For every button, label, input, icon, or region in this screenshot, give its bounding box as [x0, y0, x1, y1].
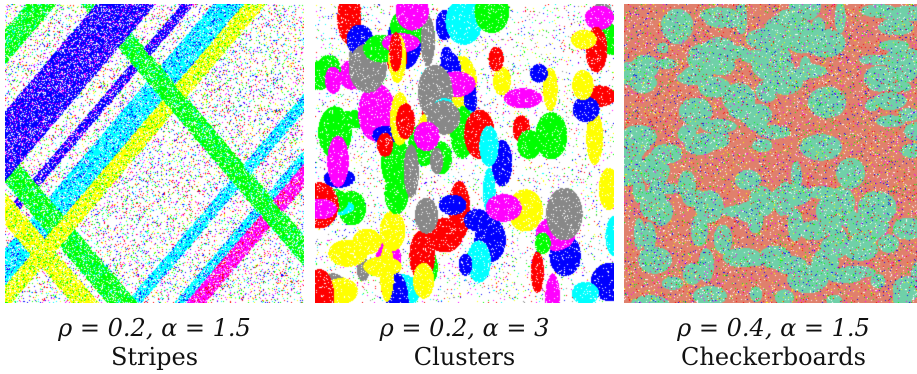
- parameter-label: ρ = 0.4, α = 1.5: [677, 314, 870, 342]
- clusters-image: [315, 4, 614, 303]
- panel-checkerboards: ρ = 0.4, α = 1.5 Checkerboards: [624, 4, 917, 371]
- panel-stripes: ρ = 0.2, α = 1.5 Stripes: [5, 4, 304, 371]
- parameter-label: ρ = 0.2, α = 1.5: [58, 314, 251, 342]
- panel-caption: ρ = 0.2, α = 3 Clusters: [315, 313, 614, 371]
- checkerboards-image: [624, 4, 917, 303]
- pattern-name: Clusters: [413, 343, 516, 371]
- stripes-image: [5, 4, 304, 303]
- pattern-name: Checkerboards: [681, 343, 866, 371]
- pattern-name: Stripes: [110, 343, 199, 371]
- panel-caption: ρ = 0.4, α = 1.5 Checkerboards: [624, 313, 917, 371]
- parameter-label: ρ = 0.2, α = 3: [379, 314, 550, 342]
- panel-caption: ρ = 0.2, α = 1.5 Stripes: [5, 313, 304, 371]
- panel-clusters: ρ = 0.2, α = 3 Clusters: [315, 4, 614, 371]
